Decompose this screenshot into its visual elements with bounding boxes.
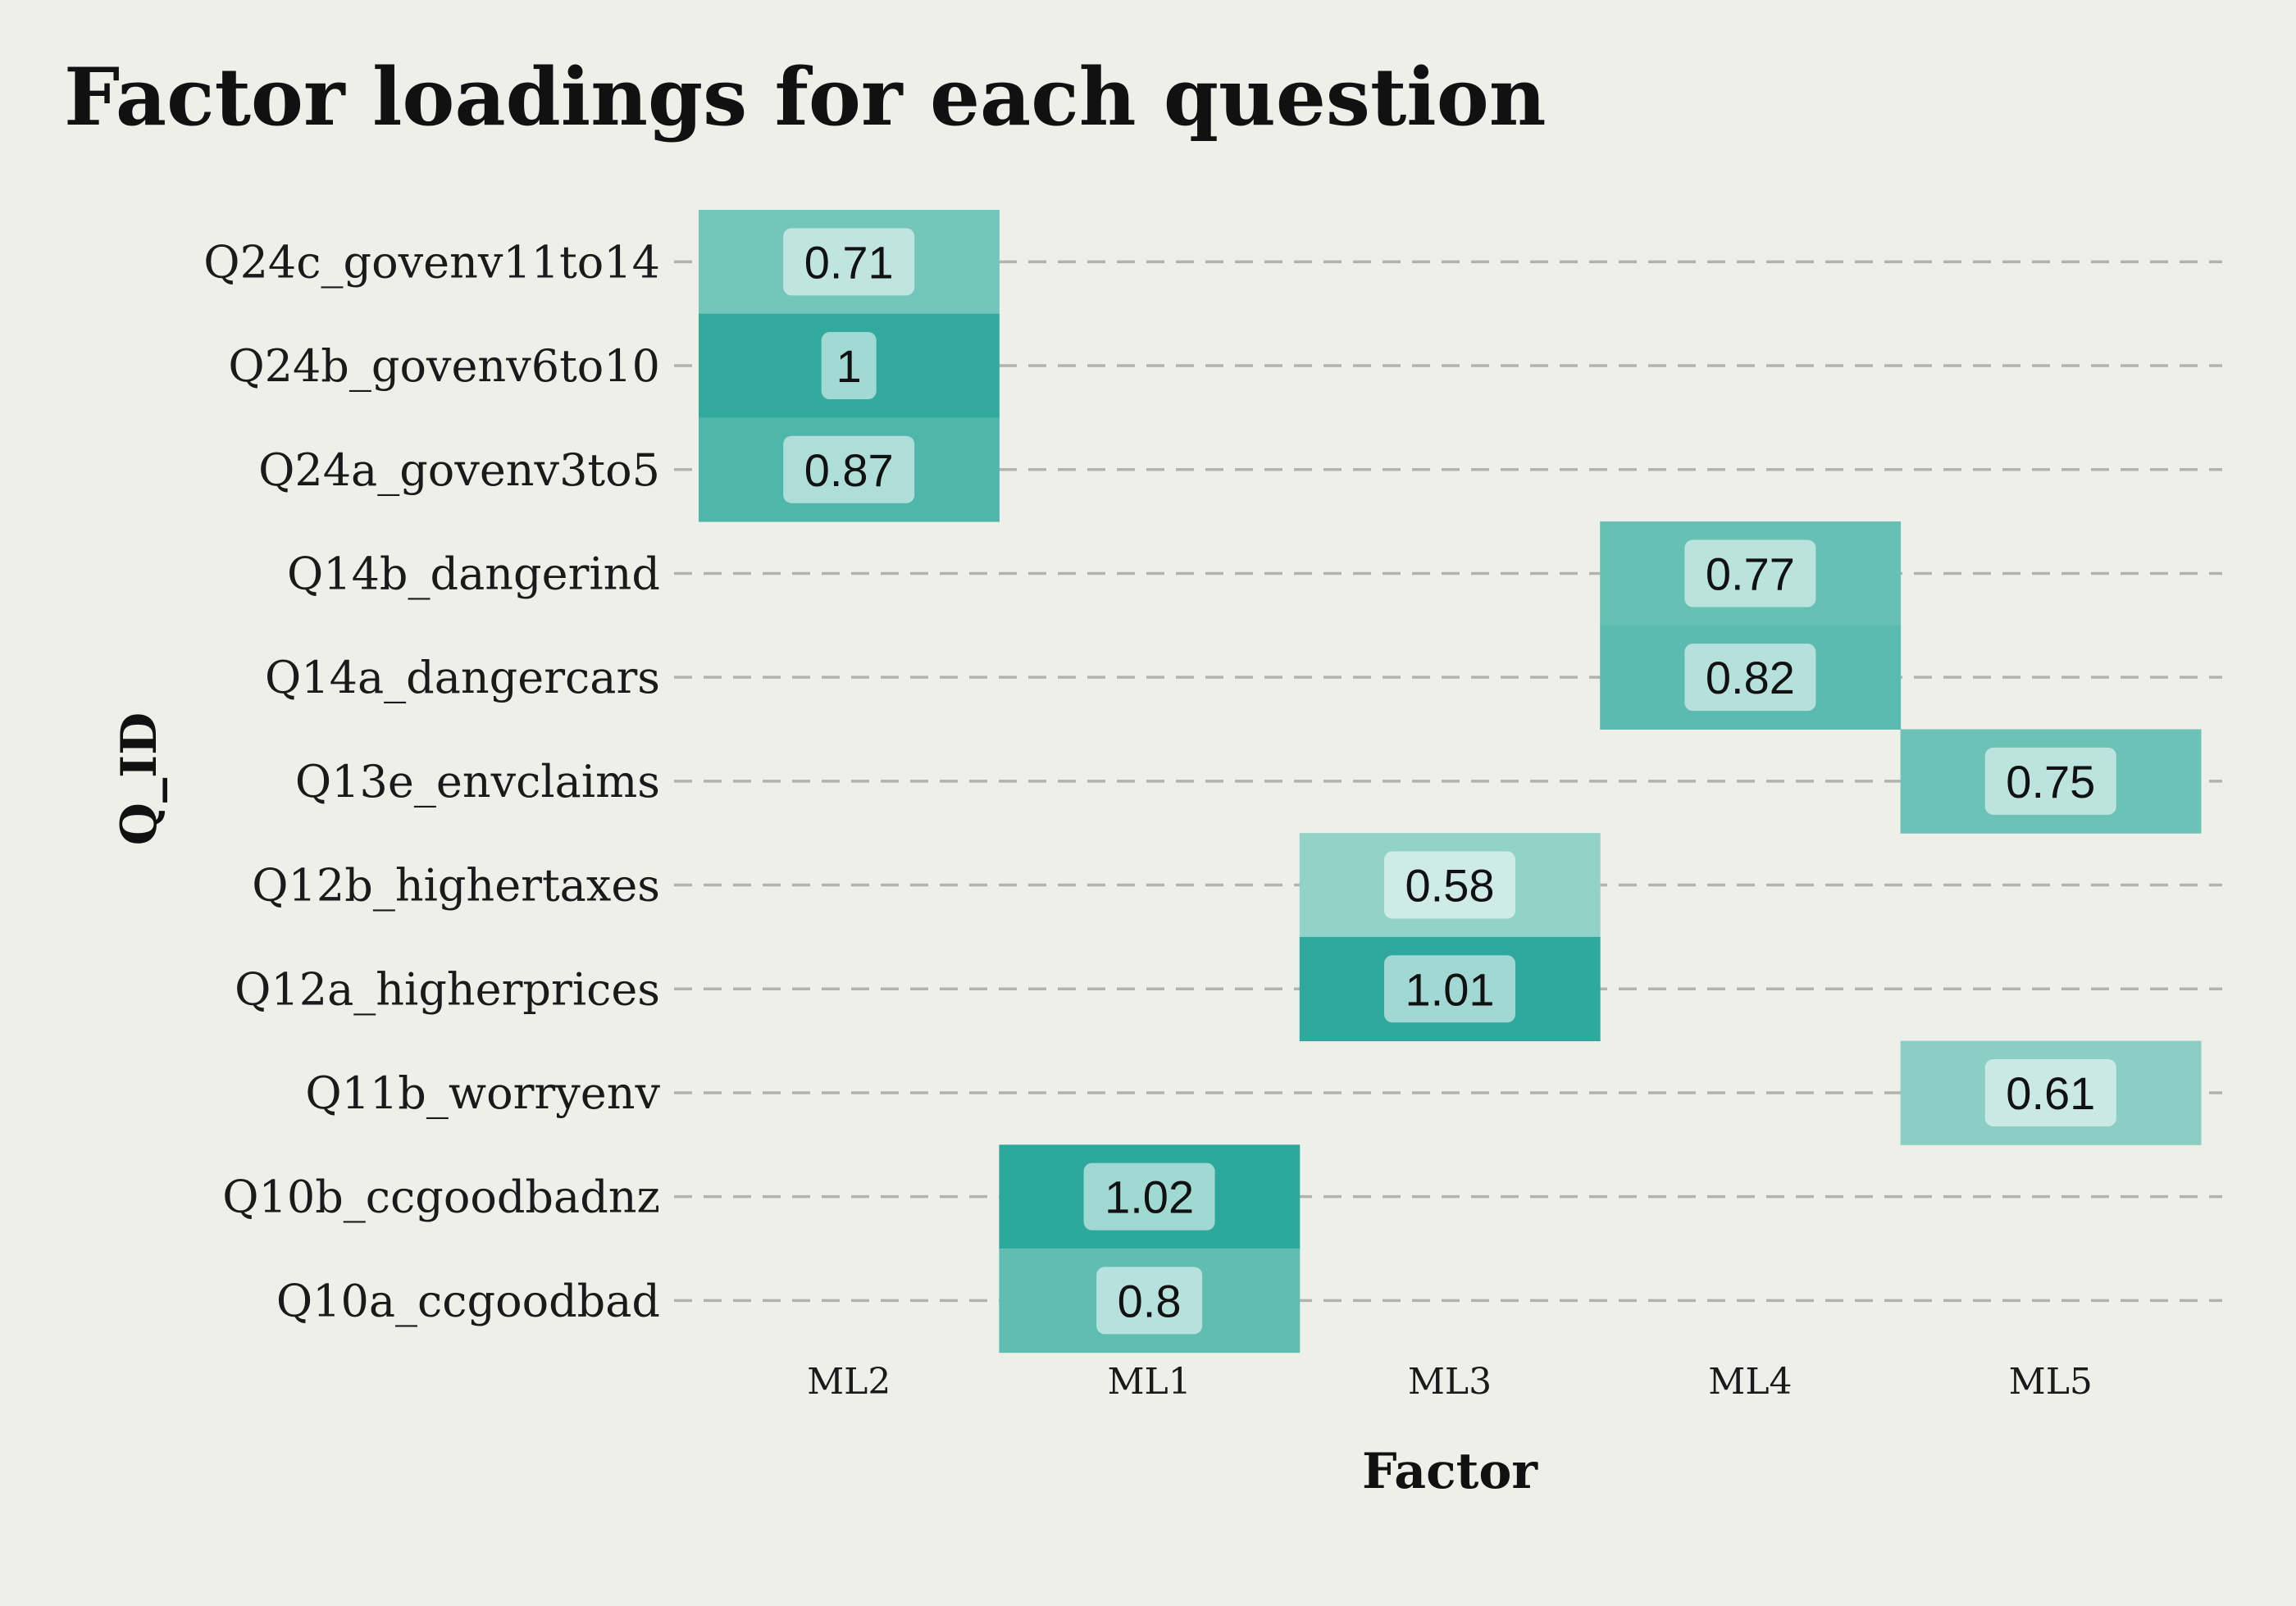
data-label: 0.8	[1118, 1275, 1182, 1326]
data-label: 1.02	[1105, 1172, 1194, 1223]
data-label-background	[1096, 1267, 1203, 1335]
y-axis-ticks: Q24c_govenv11to14 Q24b_govenv6to10 Q24a_go…	[203, 236, 660, 1326]
data-label-background	[1984, 747, 2116, 815]
y-tick-label: Q12a_higherprices	[235, 963, 660, 1015]
data-label: 0.71	[804, 236, 894, 288]
y-tick-label: Q24a_govenv3to5	[258, 444, 660, 496]
y-tick-label: Q10b_ccgoodbadnz	[222, 1172, 660, 1223]
y-tick-label: Q14b_dangerind	[287, 548, 660, 599]
y-tick-label: Q24b_govenv6to10	[228, 340, 660, 392]
x-tick-label: ML3	[1408, 1361, 1492, 1403]
data-label-background	[821, 332, 877, 400]
y-tick-label: Q24c_govenv11to14	[203, 236, 660, 288]
data-label-background	[1384, 851, 1515, 919]
x-tick-label: ML5	[2009, 1361, 2093, 1403]
y-tick-label: Q12b_highertaxes	[252, 860, 660, 912]
y-tick-label: Q11b_worryenv	[305, 1067, 660, 1119]
y-tick-label: Q10a_ccgoodbad	[276, 1275, 660, 1326]
heatmap-cells: 0.71 1 0.87 0.77 0.82 0.75 0.58 1.01 0.61 1.02 0.8	[699, 210, 2202, 1353]
data-label-background	[1384, 955, 1515, 1023]
data-label-background	[1684, 644, 1816, 712]
x-tick-label: ML2	[807, 1361, 891, 1403]
data-label: 0.87	[804, 444, 894, 496]
data-label-background	[1984, 1058, 2116, 1126]
data-label: 0.82	[1706, 652, 1795, 703]
x-axis-title: Factor	[1362, 1443, 1538, 1500]
data-label: 0.58	[1405, 860, 1495, 912]
x-tick-label: ML1	[1107, 1361, 1191, 1403]
y-tick-label: Q13e_envclaims	[295, 756, 660, 808]
data-label: 0.61	[2006, 1067, 2095, 1119]
data-label: 1.01	[1405, 963, 1495, 1015]
x-tick-label: ML4	[1708, 1361, 1792, 1403]
data-label: 1	[836, 340, 862, 392]
y-axis-title: Q_ID	[111, 712, 168, 845]
data-label-background	[783, 228, 915, 296]
data-label: 0.75	[2006, 756, 2095, 808]
data-label-background	[783, 435, 915, 503]
data-label-background	[1083, 1162, 1215, 1231]
chart-title: Factor loadings for each question	[64, 51, 1547, 143]
data-label: 0.77	[1706, 548, 1795, 599]
x-axis-ticks: ML2 ML1 ML3 ML4 ML5	[807, 1361, 2093, 1403]
y-tick-label: Q14a_dangercars	[265, 652, 660, 703]
data-label-background	[1684, 539, 1816, 607]
